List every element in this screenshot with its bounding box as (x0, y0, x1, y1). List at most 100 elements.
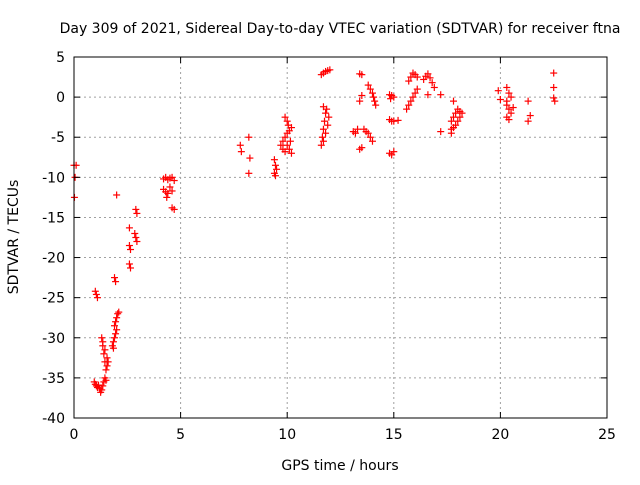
data-point-marker (447, 117, 455, 125)
data-point-marker (133, 238, 141, 246)
data-point-marker (524, 97, 532, 105)
data-point-marker (101, 346, 109, 354)
data-point-marker (319, 103, 327, 111)
data-point-marker (550, 94, 558, 102)
data-point-marker (281, 113, 289, 121)
data-point-marker (452, 109, 460, 117)
data-point-marker (405, 101, 413, 109)
data-point-marker (100, 350, 108, 358)
data-point-marker (526, 112, 534, 120)
data-point-marker (413, 73, 421, 81)
data-point-marker (164, 189, 172, 197)
data-point-marker (364, 81, 372, 89)
data-point-marker (281, 133, 289, 141)
data-point-marker (104, 358, 112, 366)
data-point-marker (390, 117, 398, 125)
data-point-marker (449, 97, 457, 105)
data-point-marker (284, 121, 292, 129)
data-point-marker (170, 177, 178, 185)
data-point-marker (507, 93, 515, 101)
data-point-marker (507, 109, 515, 117)
data-point-marker (109, 344, 117, 352)
x-tick-label: 20 (491, 427, 509, 443)
y-tick-label: -20 (42, 251, 65, 267)
data-point-marker (368, 89, 376, 97)
data-point-marker (283, 141, 291, 149)
data-point-marker (99, 338, 107, 346)
data-point-marker (368, 137, 376, 145)
data-point-marker (99, 382, 107, 390)
x-tick-label: 15 (385, 427, 403, 443)
data-point-marker (277, 141, 285, 149)
data-point-marker (170, 205, 178, 213)
data-point-marker (287, 149, 295, 157)
data-point-marker (322, 129, 330, 137)
data-point-marker (390, 148, 398, 156)
data-point-marker (505, 89, 513, 97)
x-tick-label: 10 (278, 427, 296, 443)
data-point-marker (281, 148, 289, 156)
data-point-marker (509, 104, 517, 112)
data-point-marker (93, 294, 101, 302)
data-point-marker (326, 66, 334, 74)
data-point-marker (413, 85, 421, 93)
y-tick-label: 0 (56, 90, 65, 106)
y-tick-label: -25 (42, 291, 65, 307)
data-point-marker (236, 141, 244, 149)
data-point-marker (325, 113, 333, 121)
data-point-marker (273, 165, 281, 173)
data-point-marker (237, 148, 245, 156)
data-point-marker (113, 314, 121, 322)
data-point-marker (366, 133, 374, 141)
y-axis-label: SDTVAR / TECUs (6, 180, 22, 295)
data-point-marker (132, 234, 140, 241)
data-point-marker (449, 113, 457, 121)
data-point-marker (430, 83, 438, 91)
data-point-marker (354, 125, 362, 133)
data-point-marker (102, 376, 110, 384)
data-point-marker (102, 366, 110, 374)
y-tick-label: -40 (42, 411, 65, 427)
data-point-marker (113, 191, 121, 199)
data-point-marker (112, 330, 120, 338)
data-point-marker (103, 354, 111, 362)
x-axis-label: GPS time / hours (281, 458, 398, 474)
data-point-marker (166, 183, 174, 191)
data-point-marker (405, 77, 413, 85)
data-point-marker (133, 209, 141, 217)
data-point-marker (126, 246, 134, 254)
data-point-marker (319, 137, 327, 145)
data-point-marker (428, 79, 436, 87)
data-point-marker (551, 97, 559, 105)
y-tick-label: 5 (56, 50, 65, 66)
data-point-marker (351, 129, 359, 137)
data-point-marker (163, 193, 171, 201)
data-point-marker (550, 83, 558, 91)
y-tick-label: -10 (42, 170, 65, 186)
data-point-marker (271, 172, 279, 180)
data-point-marker (115, 308, 123, 316)
data-point-marker (92, 290, 100, 298)
data-point-marker (111, 334, 119, 342)
data-point-marker (452, 121, 460, 129)
data-point-marker (371, 97, 379, 105)
data-point-marker (437, 91, 445, 99)
data-point-marker (505, 105, 513, 113)
data-point-marker (125, 260, 133, 268)
data-point-marker (270, 156, 278, 164)
ticks-layer: 0 5 10 15 20 25 5 0 -5 -10 -15 -20 -25 -30 -35 -40 (42, 50, 616, 443)
data-point-marker (370, 93, 378, 101)
data-point-marker (409, 93, 417, 101)
data-point-marker (358, 144, 366, 152)
data-point-marker (324, 121, 332, 129)
data-point-marker (403, 105, 411, 113)
data-point-marker (503, 83, 511, 91)
data-point-marker (283, 117, 291, 125)
data-point-marker (112, 278, 120, 286)
data-point-marker (113, 326, 121, 334)
plot-frame (73, 56, 608, 419)
data-point-marker (524, 117, 532, 125)
